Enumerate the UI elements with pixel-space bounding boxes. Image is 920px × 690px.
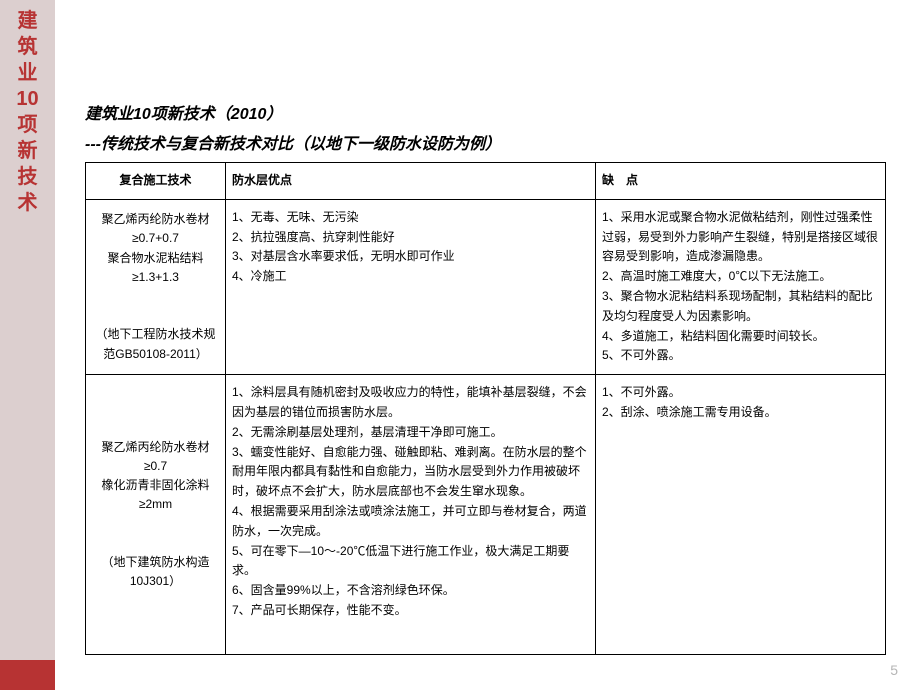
sidebar-char-8: 术 (18, 190, 38, 216)
sidebar-char-2: 筑 (18, 34, 38, 60)
page-title: 建筑业10项新技术（2010） (85, 100, 885, 124)
sidebar: 建 筑 业 10 项 新 技 术 (0, 0, 55, 660)
header-advantages: 防水层优点 (226, 163, 596, 200)
cell-dis-2: 1、不可外露。2、刮涂、喷涂施工需专用设备。 (596, 375, 886, 655)
sidebar-char-6: 新 (18, 138, 38, 164)
table-row: 聚乙烯丙纶防水卷材≥0.7+0.7聚合物水泥粘结料≥1.3+1.3（地下工程防水… (86, 199, 886, 374)
cell-tech-1: 聚乙烯丙纶防水卷材≥0.7+0.7聚合物水泥粘结料≥1.3+1.3（地下工程防水… (86, 199, 226, 374)
page-subtitle: ---传统技术与复合新技术对比（以地下一级防水设防为例） (85, 130, 885, 154)
main-content: 建筑业10项新技术（2010） ---传统技术与复合新技术对比（以地下一级防水设… (85, 100, 885, 655)
sidebar-char-4: 10 (16, 86, 38, 112)
comparison-table: 复合施工技术 防水层优点 缺 点 聚乙烯丙纶防水卷材≥0.7+0.7聚合物水泥粘… (85, 162, 886, 655)
cell-adv-2: 1、涂料层具有随机密封及吸收应力的特性，能填补基层裂缝，不会因为基层的错位而损害… (226, 375, 596, 655)
sidebar-char-1: 建 (18, 8, 38, 34)
table-row: 聚乙烯丙纶防水卷材≥0.7橡化沥青非固化涂料≥2mm（地下建筑防水构造10J30… (86, 375, 886, 655)
cell-adv-1: 1、无毒、无味、无污染2、抗拉强度高、抗穿刺性能好3、对基层含水率要求低，无明水… (226, 199, 596, 374)
sidebar-char-7: 技 (18, 164, 38, 190)
cell-dis-1: 1、采用水泥或聚合物水泥做粘结剂，刚性过强柔性过弱，易受到外力影响产生裂缝，特别… (596, 199, 886, 374)
sidebar-char-3: 业 (18, 60, 38, 86)
page-number: 5 (890, 662, 898, 678)
header-tech: 复合施工技术 (86, 163, 226, 200)
sidebar-char-5: 项 (18, 112, 38, 138)
cell-tech-2: 聚乙烯丙纶防水卷材≥0.7橡化沥青非固化涂料≥2mm（地下建筑防水构造10J30… (86, 375, 226, 655)
header-disadvantages: 缺 点 (596, 163, 886, 200)
table-header-row: 复合施工技术 防水层优点 缺 点 (86, 163, 886, 200)
sidebar-bottom-accent (0, 660, 55, 690)
